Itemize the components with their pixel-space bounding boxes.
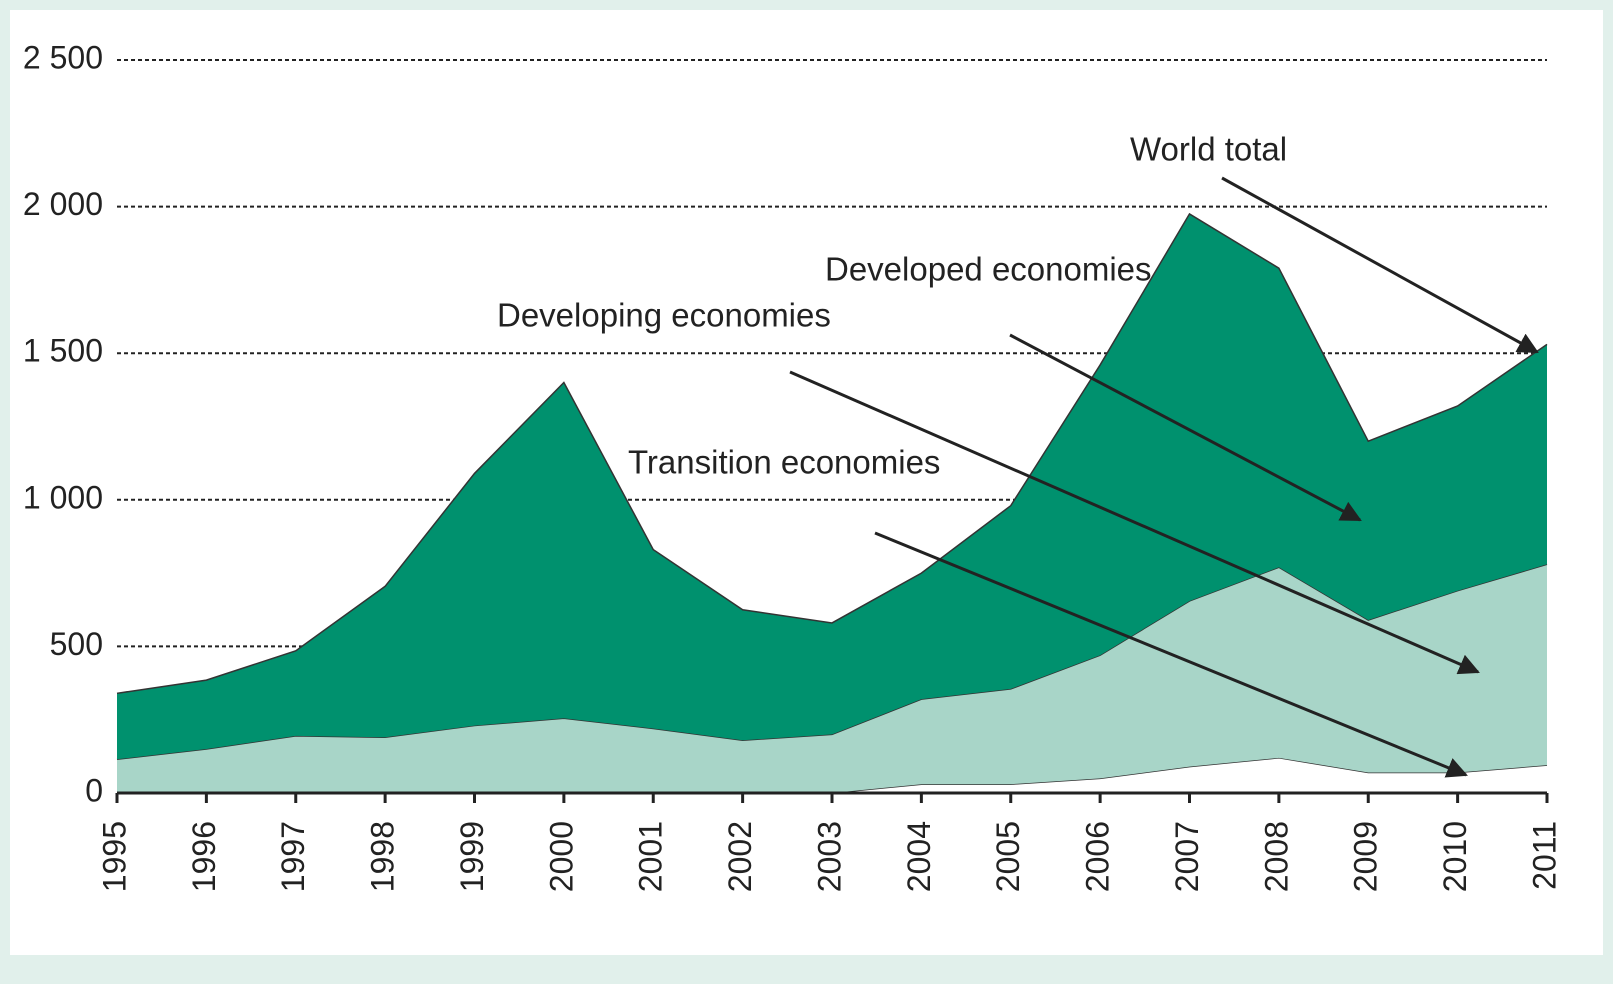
x-tick-label: 2011 (1526, 821, 1562, 890)
area-edge (116, 212, 1548, 695)
annotation: Developed economies (825, 251, 1152, 288)
y-tick-label: 1 500 (23, 333, 103, 369)
x-tick-label: 2000 (543, 821, 579, 892)
y-tick-label: 1 000 (23, 479, 103, 515)
x-tick-label: 1998 (365, 821, 401, 892)
annotation-arrow (1009, 333, 1362, 522)
x-tick-label: 1999 (454, 821, 490, 892)
annotation: Transition economies (628, 444, 940, 481)
annotation-arrow (874, 531, 1468, 778)
x-tick-label: 2009 (1348, 821, 1384, 892)
x-tick-label: 2008 (1258, 821, 1294, 892)
x-tick-label: 2003 (811, 821, 847, 892)
annotation-arrow (1221, 176, 1539, 354)
y-tick-label: 0 (85, 772, 103, 808)
annotation: World total (1130, 131, 1287, 168)
area (117, 564, 1547, 793)
y-tick-label: 2 500 (23, 39, 103, 75)
x-tick-label: 1996 (186, 821, 222, 892)
x-tick-label: 1997 (275, 821, 311, 892)
annotation-arrow (789, 370, 1480, 675)
x-tick-label: 2002 (722, 821, 758, 892)
y-tick-label: 500 (50, 626, 103, 662)
x-tick-label: 2010 (1437, 821, 1473, 892)
area (117, 213, 1547, 760)
y-tick-label: 2 000 (23, 186, 103, 222)
x-tick-label: 2004 (901, 821, 937, 892)
x-tick-label: 2001 (633, 821, 669, 892)
x-tick-label: 2006 (1080, 821, 1116, 892)
x-tick-label: 2007 (1169, 821, 1205, 892)
x-tick-label: 2005 (990, 821, 1026, 892)
annotation: Developing economies (497, 297, 831, 334)
x-tick-label: 1995 (96, 821, 132, 892)
